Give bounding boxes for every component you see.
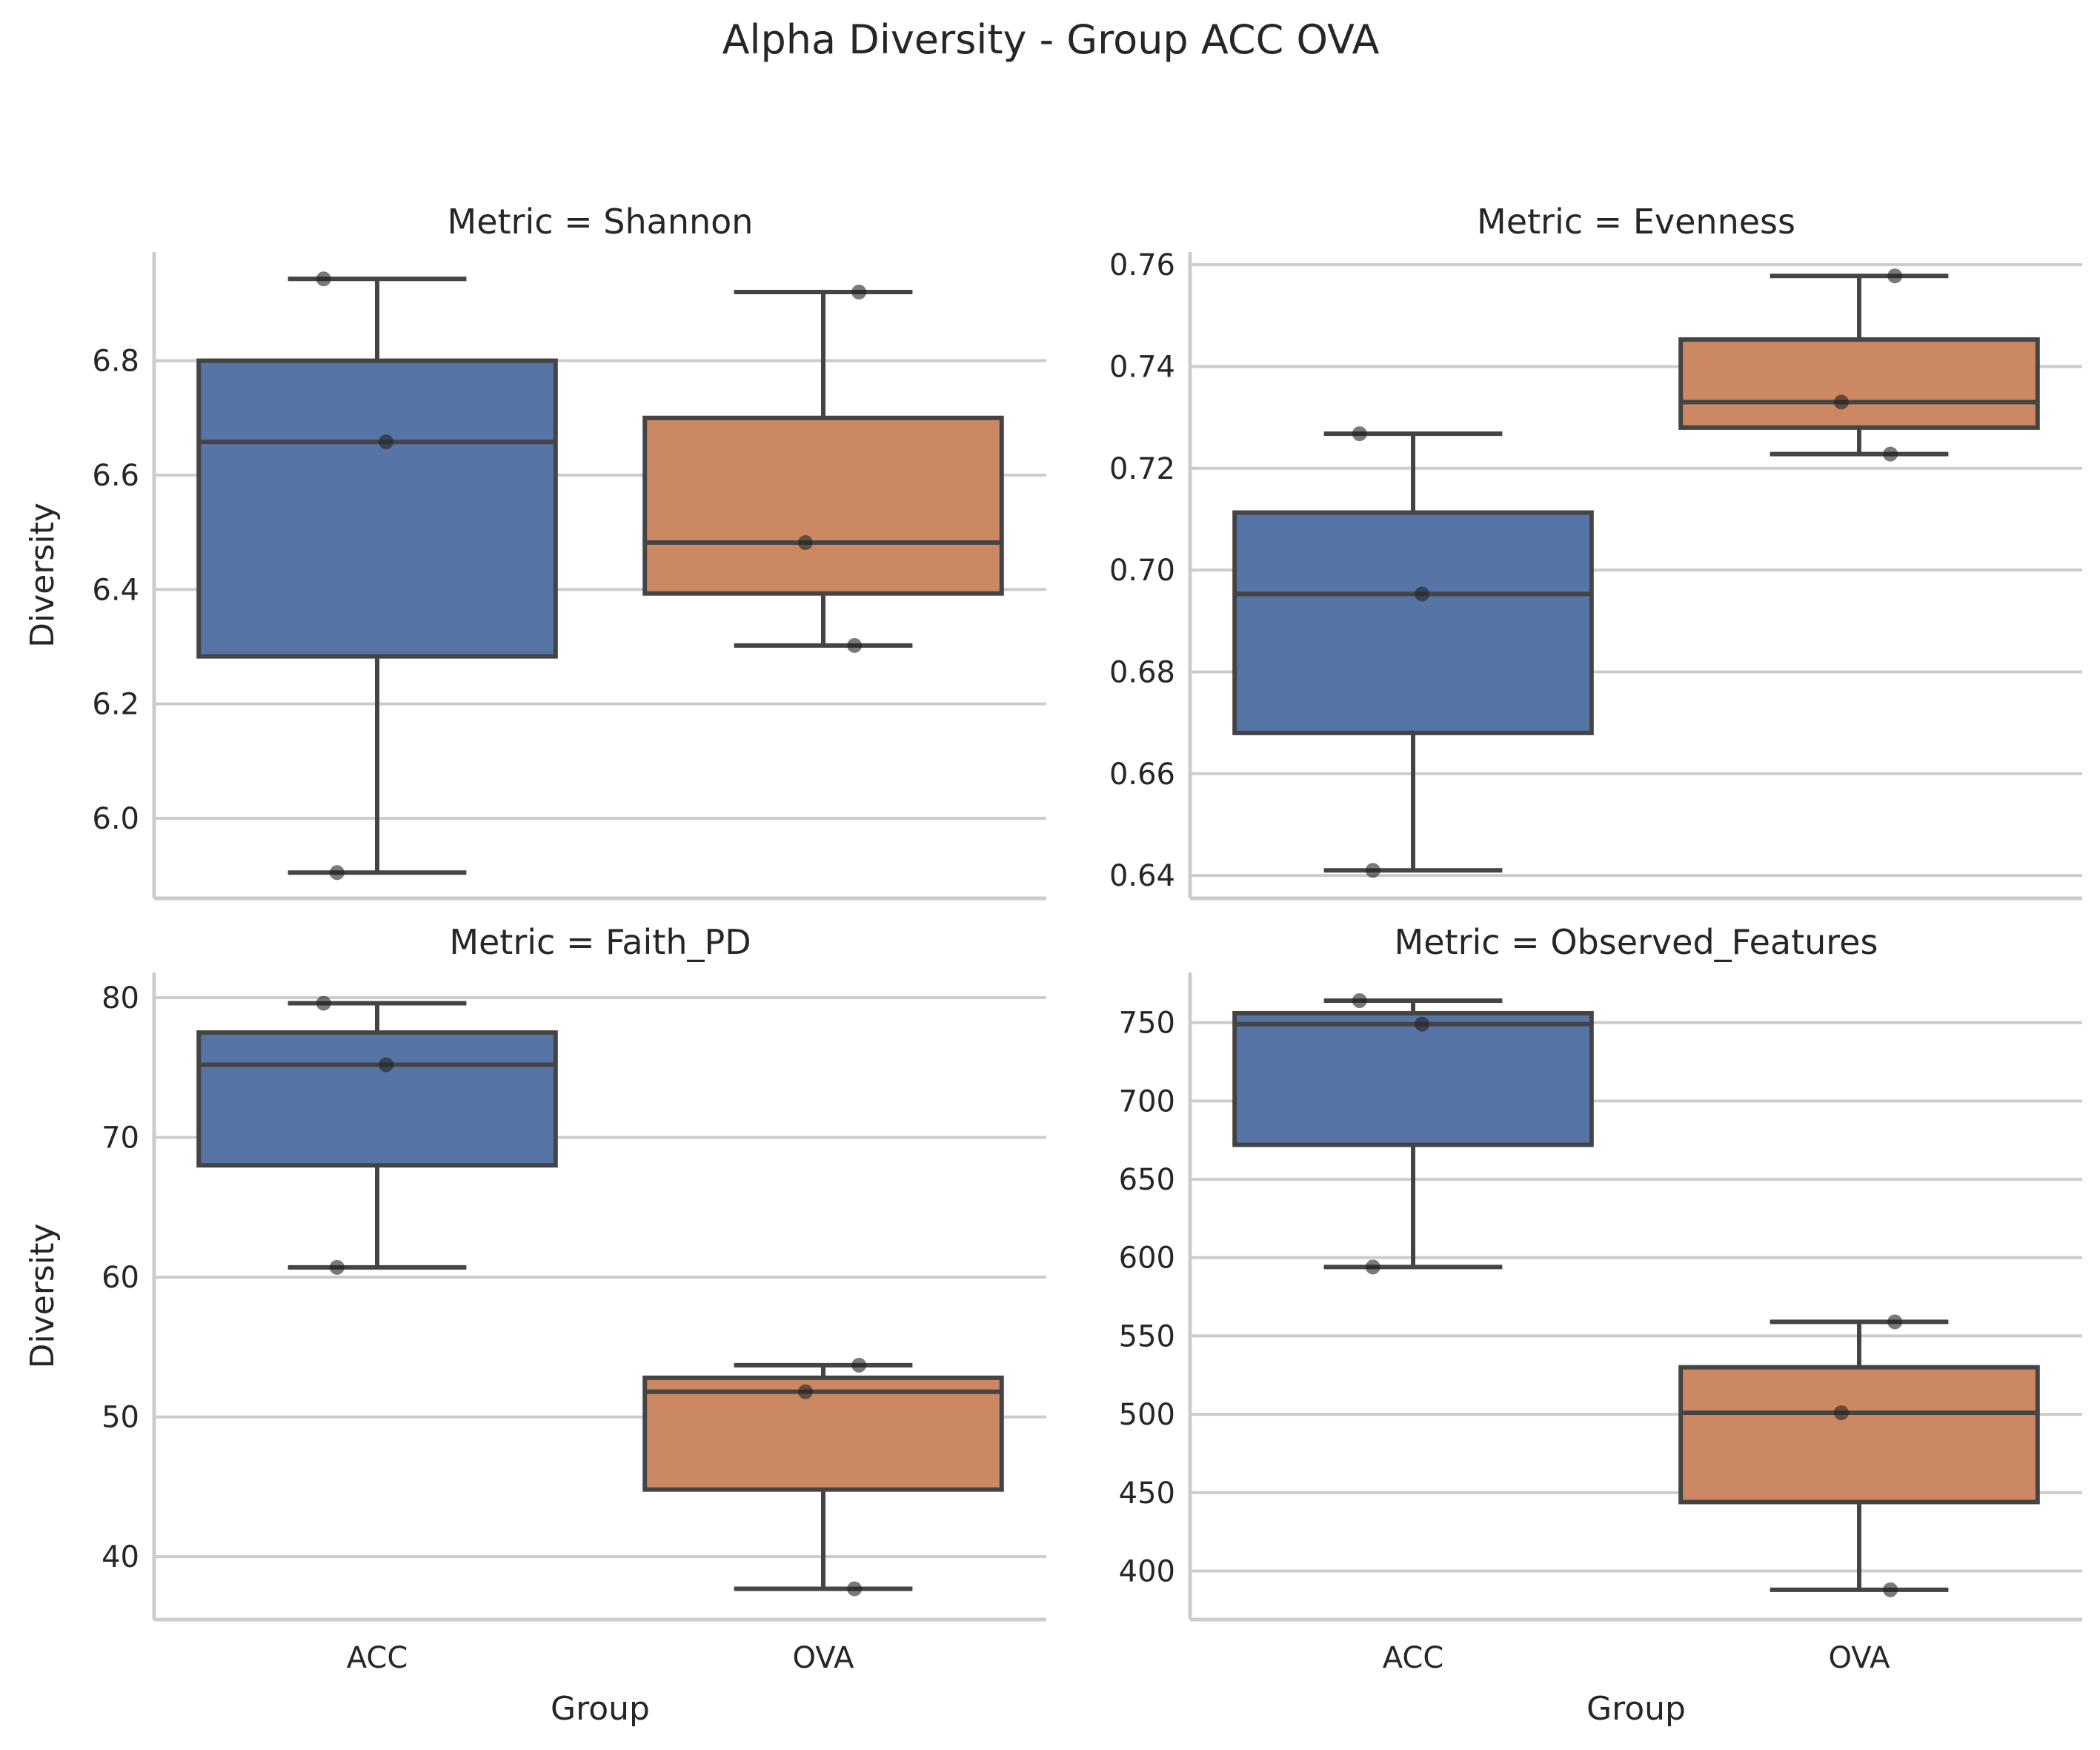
x-tick-label: OVA: [793, 1641, 855, 1675]
figure-title: Alpha Diversity - Group ACC OVA: [722, 16, 1380, 63]
data-point: [329, 1259, 345, 1275]
y-tick-label: 550: [1119, 1319, 1175, 1353]
y-tick-label: 70: [102, 1121, 139, 1155]
y-tick-label: 6.6: [92, 459, 139, 493]
iqr-box: [1678, 337, 2040, 430]
y-tick-label: 750: [1119, 1007, 1175, 1041]
data-point: [329, 865, 345, 881]
y-tick-label: 0.66: [1109, 758, 1175, 792]
y-tick-label: 450: [1119, 1476, 1175, 1511]
y-tick-label: 0.76: [1109, 248, 1175, 282]
x-tick-label: ACC: [347, 1641, 408, 1675]
data-point: [1365, 863, 1380, 878]
y-tick-label: 6.2: [92, 688, 139, 722]
data-point: [1415, 586, 1430, 602]
x-axis-label: Group: [1586, 1690, 1686, 1728]
data-point: [316, 271, 331, 287]
panel-2: Metric = Evenness 0.64 0.66 0.68 0.70 0.72 0.7…: [1109, 202, 2082, 901]
data-point: [1887, 268, 1903, 284]
y-axis-label: Diversity: [24, 1224, 62, 1369]
data-point: [1833, 394, 1849, 410]
y-tick-label: 500: [1119, 1398, 1175, 1432]
data-point: [1883, 446, 1898, 462]
y-tick-label: 600: [1119, 1242, 1175, 1276]
y-tick-label: 40: [102, 1540, 139, 1574]
box-ova: [1678, 1319, 2040, 1592]
iqr-box: [642, 415, 1004, 596]
y-tick-label: 0.74: [1109, 350, 1175, 384]
data-point: [847, 637, 863, 653]
y-tick-label: 0.70: [1109, 554, 1175, 588]
data-point: [1352, 426, 1367, 442]
y-tick-label: 0.68: [1109, 655, 1175, 689]
data-point: [1352, 993, 1367, 1009]
iqr-box: [1232, 510, 1594, 735]
iqr-box: [196, 1030, 558, 1168]
panel-title: Metric = Shannon: [448, 202, 754, 242]
y-axis-label: Diversity: [24, 503, 62, 648]
y-tick-label: 650: [1119, 1163, 1175, 1197]
box-acc: [196, 276, 558, 875]
box-acc: [1232, 998, 1594, 1270]
data-point: [1365, 1259, 1380, 1275]
x-axis-label: Group: [551, 1690, 650, 1728]
panel-4: Metric = Observed_Features 400 450 500 550 60…: [1119, 922, 2082, 1728]
data-point: [379, 434, 394, 450]
y-tick-label: 400: [1119, 1554, 1175, 1588]
panel-title: Metric = Observed_Features: [1395, 922, 1878, 962]
iqr-box: [1678, 1365, 2040, 1505]
y-tick-label: 0.72: [1109, 452, 1175, 486]
data-point: [1415, 1016, 1430, 1032]
iqr-box: [1232, 1010, 1594, 1147]
data-point: [316, 995, 331, 1011]
x-tick-label: OVA: [1829, 1641, 1891, 1675]
y-tick-label: 6.4: [92, 573, 139, 607]
data-point: [1883, 1582, 1898, 1597]
data-point: [797, 535, 813, 551]
y-tick-label: 700: [1119, 1084, 1175, 1118]
x-tick-label: ACC: [1383, 1641, 1444, 1675]
data-point: [379, 1057, 394, 1073]
panel-title: Metric = Evenness: [1477, 202, 1795, 242]
box-ova: [642, 1362, 1004, 1591]
box-ova: [1678, 274, 2040, 457]
data-point: [847, 1581, 863, 1597]
iqr-box: [196, 358, 558, 659]
y-tick-label: 50: [102, 1401, 139, 1435]
box-ova: [642, 290, 1004, 648]
panels: Metric = Shannon 6.0 6.2 6.4 6.6 6.8 Diversity…: [24, 202, 2082, 1728]
data-point: [1887, 1314, 1903, 1330]
data-point: [797, 1384, 813, 1399]
iqr-box: [642, 1375, 1004, 1492]
data-point: [851, 1357, 867, 1373]
panel-1: Metric = Shannon 6.0 6.2 6.4 6.6 6.8 Diversity: [24, 202, 1046, 901]
panel-title: Metric = Faith_PD: [449, 922, 751, 962]
y-tick-label: 0.64: [1109, 859, 1175, 893]
data-point: [1833, 1405, 1849, 1420]
y-tick-label: 6.0: [92, 802, 139, 836]
y-tick-label: 60: [102, 1261, 139, 1295]
y-tick-label: 80: [102, 981, 139, 1015]
panel-3: Metric = Faith_PD 40 50 60 70 80 ACC OVA Group Di…: [24, 922, 1046, 1728]
y-tick-label: 6.8: [92, 345, 139, 379]
data-point: [851, 285, 867, 300]
